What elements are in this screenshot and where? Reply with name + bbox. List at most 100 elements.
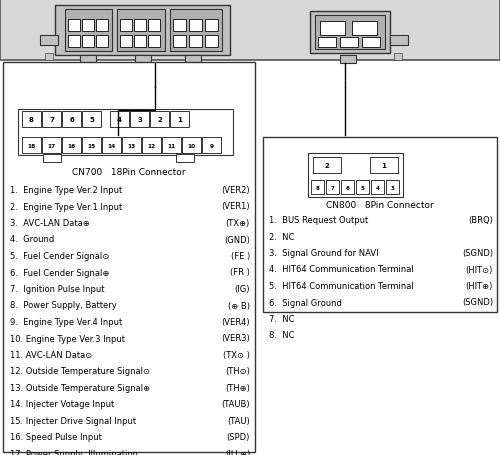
Text: 12: 12 xyxy=(148,143,156,148)
Bar xyxy=(134,20,146,32)
Bar xyxy=(62,138,81,154)
Bar xyxy=(102,138,121,154)
Text: 11: 11 xyxy=(168,143,175,148)
Text: 2: 2 xyxy=(157,117,162,123)
Bar xyxy=(205,36,218,48)
Text: 6: 6 xyxy=(346,185,350,190)
Bar xyxy=(341,181,354,195)
Text: 8: 8 xyxy=(316,185,320,190)
Bar xyxy=(135,56,151,64)
Text: (FE ): (FE ) xyxy=(231,252,250,260)
Text: (VER3): (VER3) xyxy=(221,334,250,343)
Text: 17. Power Supply, Illumination: 17. Power Supply, Illumination xyxy=(10,449,138,455)
Text: 8: 8 xyxy=(29,117,34,123)
Text: (TH⊙): (TH⊙) xyxy=(225,367,250,376)
Text: (VER1): (VER1) xyxy=(222,202,250,211)
Text: 8.  Power Supply, Battery: 8. Power Supply, Battery xyxy=(10,301,117,310)
Bar xyxy=(176,155,194,162)
Text: 13. Outside Temperature Signal⊕: 13. Outside Temperature Signal⊕ xyxy=(10,383,150,392)
Text: 15. Injecter Drive Signal Input: 15. Injecter Drive Signal Input xyxy=(10,416,136,425)
Text: (SGND): (SGND) xyxy=(462,298,493,307)
Text: (SPD): (SPD) xyxy=(226,433,250,441)
Bar xyxy=(68,36,80,48)
Bar xyxy=(205,20,218,32)
Bar xyxy=(18,110,233,156)
Bar xyxy=(148,36,160,48)
Text: (IG): (IG) xyxy=(234,284,250,293)
Text: 3.  Signal Ground for NAVI: 3. Signal Ground for NAVI xyxy=(269,248,378,258)
Bar xyxy=(42,112,61,128)
Text: (BRQ): (BRQ) xyxy=(468,216,493,224)
Text: 4: 4 xyxy=(117,117,122,123)
Text: 1: 1 xyxy=(177,117,182,123)
Text: 4.  Ground: 4. Ground xyxy=(10,235,54,244)
Text: 14. Injecter Votage Input: 14. Injecter Votage Input xyxy=(10,399,114,409)
Text: 1.  BUS Request Output: 1. BUS Request Output xyxy=(269,216,368,224)
Bar xyxy=(122,138,141,154)
Text: 6: 6 xyxy=(69,117,74,123)
Text: 3.  AVC-LAN Data⊕: 3. AVC-LAN Data⊕ xyxy=(10,218,90,228)
Text: 3: 3 xyxy=(390,185,394,190)
Text: 5: 5 xyxy=(360,185,364,190)
Bar xyxy=(320,22,345,36)
Bar xyxy=(173,36,186,48)
Bar xyxy=(315,16,385,50)
Text: (HIT⊕): (HIT⊕) xyxy=(466,281,493,290)
Text: 17: 17 xyxy=(48,143,56,148)
Bar xyxy=(120,36,132,48)
Bar xyxy=(110,112,129,128)
Bar xyxy=(142,138,161,154)
Bar xyxy=(340,38,358,48)
Bar xyxy=(82,112,101,128)
Text: 13: 13 xyxy=(128,143,136,148)
Bar xyxy=(390,36,408,46)
Bar xyxy=(189,20,202,32)
Bar xyxy=(130,112,149,128)
Text: CN800   8Pin Connector: CN800 8Pin Connector xyxy=(326,201,434,210)
Text: 6.  Fuel Cender Signal⊕: 6. Fuel Cender Signal⊕ xyxy=(10,268,110,277)
Bar xyxy=(68,20,80,32)
Bar xyxy=(134,36,146,48)
Bar xyxy=(313,157,341,174)
Text: 2: 2 xyxy=(324,162,330,169)
Text: 7.  NC: 7. NC xyxy=(269,314,294,324)
Bar xyxy=(394,54,402,61)
Bar xyxy=(202,138,221,154)
Bar xyxy=(82,36,94,48)
Text: 7: 7 xyxy=(49,117,54,123)
Text: 2.  Engine Type Ver.1 Input: 2. Engine Type Ver.1 Input xyxy=(10,202,122,211)
Text: 1: 1 xyxy=(382,162,386,169)
Bar xyxy=(120,20,132,32)
Text: 7.  Ignition Pulse Input: 7. Ignition Pulse Input xyxy=(10,284,104,293)
Bar xyxy=(310,12,390,54)
Bar xyxy=(82,20,94,32)
Text: (VER2): (VER2) xyxy=(222,186,250,195)
Bar xyxy=(340,56,356,64)
Text: 16: 16 xyxy=(68,143,76,148)
Bar xyxy=(96,20,108,32)
Text: 5.  HIT64 Communication Terminal: 5. HIT64 Communication Terminal xyxy=(269,281,414,290)
Bar xyxy=(326,181,339,195)
Bar xyxy=(62,112,81,128)
Text: 10: 10 xyxy=(188,143,196,148)
Text: 18: 18 xyxy=(28,143,36,148)
Bar xyxy=(371,181,384,195)
Text: 9.  Engine Type Ver.4 Input: 9. Engine Type Ver.4 Input xyxy=(10,317,122,326)
Text: 3: 3 xyxy=(137,117,142,123)
Bar xyxy=(170,10,222,52)
Bar xyxy=(308,154,403,197)
Bar xyxy=(318,38,336,48)
Text: (TAUB): (TAUB) xyxy=(222,399,250,409)
Bar xyxy=(22,112,41,128)
Bar xyxy=(386,181,399,195)
Bar xyxy=(42,138,61,154)
Bar xyxy=(352,22,377,36)
Bar xyxy=(3,63,255,452)
Bar xyxy=(96,36,108,48)
Text: 11. AVC-LAN Data⊙: 11. AVC-LAN Data⊙ xyxy=(10,350,92,359)
Bar xyxy=(55,6,230,56)
Bar xyxy=(80,56,96,64)
Text: (TH⊕): (TH⊕) xyxy=(225,383,250,392)
Bar xyxy=(182,138,201,154)
Text: 1.  Engine Type Ver.2 Input: 1. Engine Type Ver.2 Input xyxy=(10,186,122,195)
